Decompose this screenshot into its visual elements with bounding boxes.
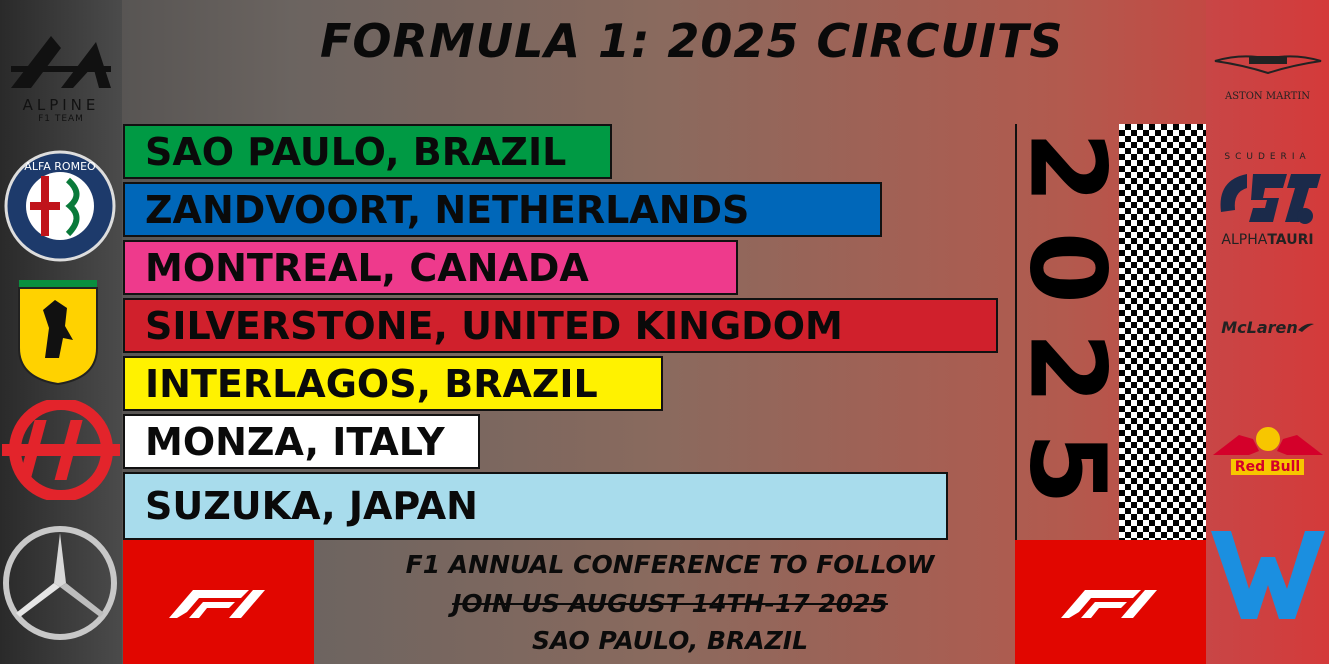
year-text: 2025 (1007, 131, 1130, 533)
circuit-bar-sao-paulo: SAO PAULO, BRAZIL (123, 124, 612, 179)
circuit-label: MONZA, ITALY (145, 419, 445, 464)
f1-logo-icon (168, 590, 265, 618)
checkered-flag (1119, 124, 1206, 540)
circuit-label: SUZUKA, JAPAN (145, 484, 478, 528)
circuit-bar-montreal: MONTREAL, CANADA (123, 240, 738, 295)
right-team-logos: ASTON MARTIN SCUDERIA ALPHATAURI McLaren… (1206, 0, 1329, 664)
circuit-label: ZANDVOORT, NETHERLANDS (145, 187, 750, 232)
alpine-logo-icon: ALPINE F1 TEAM (0, 20, 122, 130)
mercedes-logo-icon (2, 525, 118, 641)
haas-logo-icon (2, 400, 120, 500)
aston-martin-logo-icon: ASTON MARTIN (1206, 40, 1329, 110)
circuit-bar-silverstone: SILVERSTONE, UNITED KINGDOM (123, 298, 998, 353)
f1-logo-left (123, 540, 314, 664)
ferrari-logo-icon (15, 278, 101, 386)
circuit-bar-zandvoort: ZANDVOORT, NETHERLANDS (123, 182, 882, 237)
circuit-label: SAO PAULO, BRAZIL (145, 129, 567, 174)
year-vertical-label: 2025 (1007, 124, 1129, 540)
circuit-label: INTERLAGOS, BRAZIL (145, 361, 598, 406)
circuit-bar-suzuka: SUZUKA, JAPAN (123, 472, 948, 540)
alphatauri-text-b: TAURI (1267, 232, 1314, 248)
redbull-text: Red Bull (1230, 459, 1305, 475)
alphatauri-logo-icon: SCUDERIA ALPHATAURI (1206, 140, 1329, 260)
circuit-label: SILVERSTONE, UNITED KINGDOM (145, 303, 843, 348)
footer-line-2: JOIN US AUGUST 14TH-17 2025 (452, 589, 888, 618)
circuit-label: MONTREAL, CANADA (145, 245, 589, 290)
left-team-logos: ALPINE F1 TEAM ALFA ROMEO (0, 0, 122, 664)
footer-line-1: F1 ANNUAL CONFERENCE TO FOLLOW (405, 550, 935, 579)
redbull-logo-icon: Red Bull (1206, 420, 1329, 480)
footer-line-3: SAO PAULO, BRAZIL (531, 626, 809, 655)
williams-logo-icon (1206, 525, 1329, 625)
alpine-name: ALPINE (22, 96, 100, 114)
alpine-sub: F1 TEAM (38, 114, 84, 124)
aston-martin-text: ASTON MARTIN (1224, 90, 1311, 102)
page-title: FORMULA 1: 2025 CIRCUITS (320, 14, 1064, 68)
mclaren-text: McLaren (1221, 317, 1298, 337)
divider-line (1015, 124, 1017, 540)
scuderia-text: SCUDERIA (1224, 152, 1311, 162)
circuit-bar-monza: MONZA, ITALY (123, 414, 480, 469)
alfa-romeo-text: ALFA ROMEO (24, 160, 96, 173)
f1-logo-right (1015, 540, 1206, 664)
mclaren-logo-icon: McLaren (1206, 310, 1329, 344)
circuit-bar-interlagos: INTERLAGOS, BRAZIL (123, 356, 663, 411)
alfa-romeo-logo-icon: ALFA ROMEO (4, 150, 116, 262)
alphatauri-text-a: ALPHA (1221, 232, 1268, 248)
f1-logo-icon (1060, 590, 1157, 618)
